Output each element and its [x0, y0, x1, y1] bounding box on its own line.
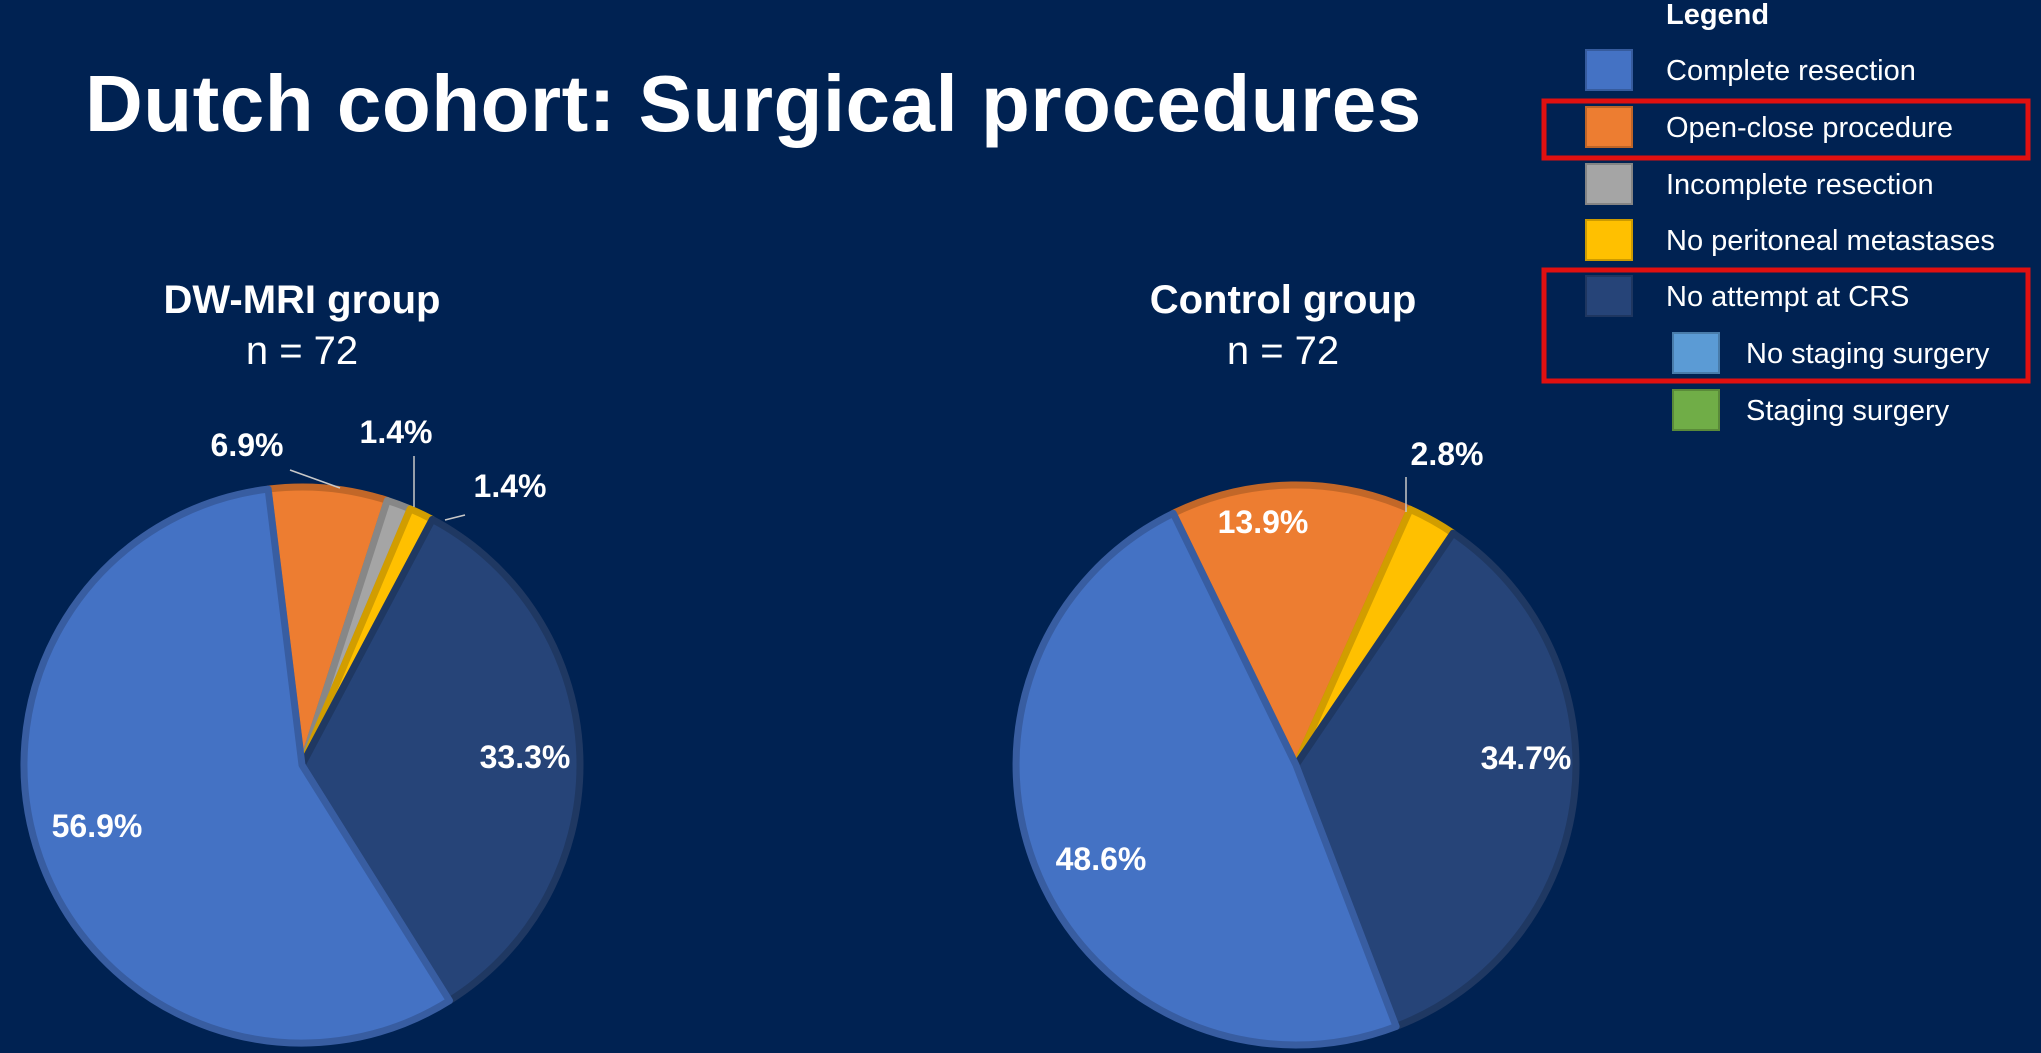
- pie-slices-control: [1012, 481, 1580, 1049]
- slide-title: Dutch cohort: Surgical procedures: [85, 59, 1422, 148]
- pie-slice-complete-resection: [1012, 509, 1400, 1049]
- legend-swatch: [1585, 163, 1633, 205]
- data-label-complete-resection: 48.6%: [1056, 841, 1147, 877]
- pie-chart-control: Control group n = 72 13.9% 2.8% 34.7% 48.6%: [1012, 278, 1580, 1049]
- pie-slice-open-close-procedure: [1169, 481, 1414, 769]
- legend-label: Open-close procedure: [1666, 112, 1953, 144]
- legend-highlights: [1541, 98, 2031, 384]
- pie-chart-dw-mri: DW-MRI group n = 72 6.9% 1.4% 1.4% 33.3% 56.…: [20, 278, 584, 1047]
- legend-label: No peritoneal metastases: [1666, 225, 1995, 257]
- legend-swatch: [1585, 275, 1633, 317]
- legend-item-no-attempt-at-crs: No attempt at CRS: [1585, 275, 1909, 317]
- highlight-box-no-attempt: [1541, 267, 2031, 384]
- data-label-complete-resection: 56.9%: [52, 808, 143, 844]
- data-label-no-attempt-at-crs: 33.3%: [480, 739, 571, 775]
- pie-slice-no-attempt-at-crs: [298, 515, 584, 1005]
- pie-labels-dw-mri: 6.9% 1.4% 1.4% 33.3% 56.9%: [52, 414, 571, 844]
- data-label-no-peritoneal-metastases: 2.8%: [1411, 436, 1484, 472]
- data-label-open-close-procedure: 13.9%: [1218, 504, 1309, 540]
- leader-line: [444, 514, 466, 521]
- legend-swatch: [1585, 49, 1633, 91]
- legend-item-open-close-procedure: Open-close procedure: [1585, 106, 1953, 148]
- pie-slice-no-attempt-at-crs: [1292, 529, 1580, 1030]
- legend-item-no-peritoneal-metastases: No peritoneal metastases: [1585, 219, 1995, 261]
- pie-slice-complete-resection: [20, 485, 453, 1047]
- pie-subtitle-control: n = 72: [1227, 329, 1339, 373]
- legend-title: Legend: [1666, 0, 1769, 31]
- legend-swatch: [1585, 106, 1633, 148]
- pie-slices-dw-mri: [20, 483, 584, 1047]
- legend-label: No staging surgery: [1746, 338, 1990, 370]
- data-label-no-peritoneal-metastases: 1.4%: [474, 468, 547, 504]
- pie-subtitle-dw-mri: n = 72: [246, 329, 358, 373]
- legend-label: Incomplete resection: [1666, 169, 1934, 201]
- legend-item-no-staging-surgery: No staging surgery: [1672, 332, 1990, 374]
- legend-item-incomplete-resection: Incomplete resection: [1585, 163, 1934, 205]
- pie-title-dw-mri: DW-MRI group: [164, 278, 441, 322]
- legend: Legend Complete resection Open-close proc…: [1541, 0, 2031, 431]
- data-label-no-attempt-at-crs: 34.7%: [1481, 740, 1572, 776]
- highlight-box-open-close: [1541, 98, 2031, 161]
- data-label-incomplete-resection: 1.4%: [360, 414, 433, 450]
- legend-label: Staging surgery: [1746, 395, 1950, 427]
- legend-item-staging-surgery: Staging surgery: [1672, 389, 1950, 431]
- data-label-open-close-procedure: 6.9%: [211, 427, 284, 463]
- legend-swatch: [1585, 219, 1633, 261]
- pie-title-control: Control group: [1150, 278, 1417, 322]
- legend-label: No attempt at CRS: [1666, 281, 1909, 313]
- pie-labels-control: 13.9% 2.8% 34.7% 48.6%: [1056, 436, 1572, 877]
- legend-item-complete-resection: Complete resection: [1585, 49, 1916, 91]
- legend-label: Complete resection: [1666, 55, 1916, 87]
- leader-line: [289, 469, 341, 489]
- legend-swatch: [1672, 389, 1720, 431]
- legend-items: Complete resection Open-close procedure In…: [1585, 49, 1995, 431]
- legend-swatch: [1672, 332, 1720, 374]
